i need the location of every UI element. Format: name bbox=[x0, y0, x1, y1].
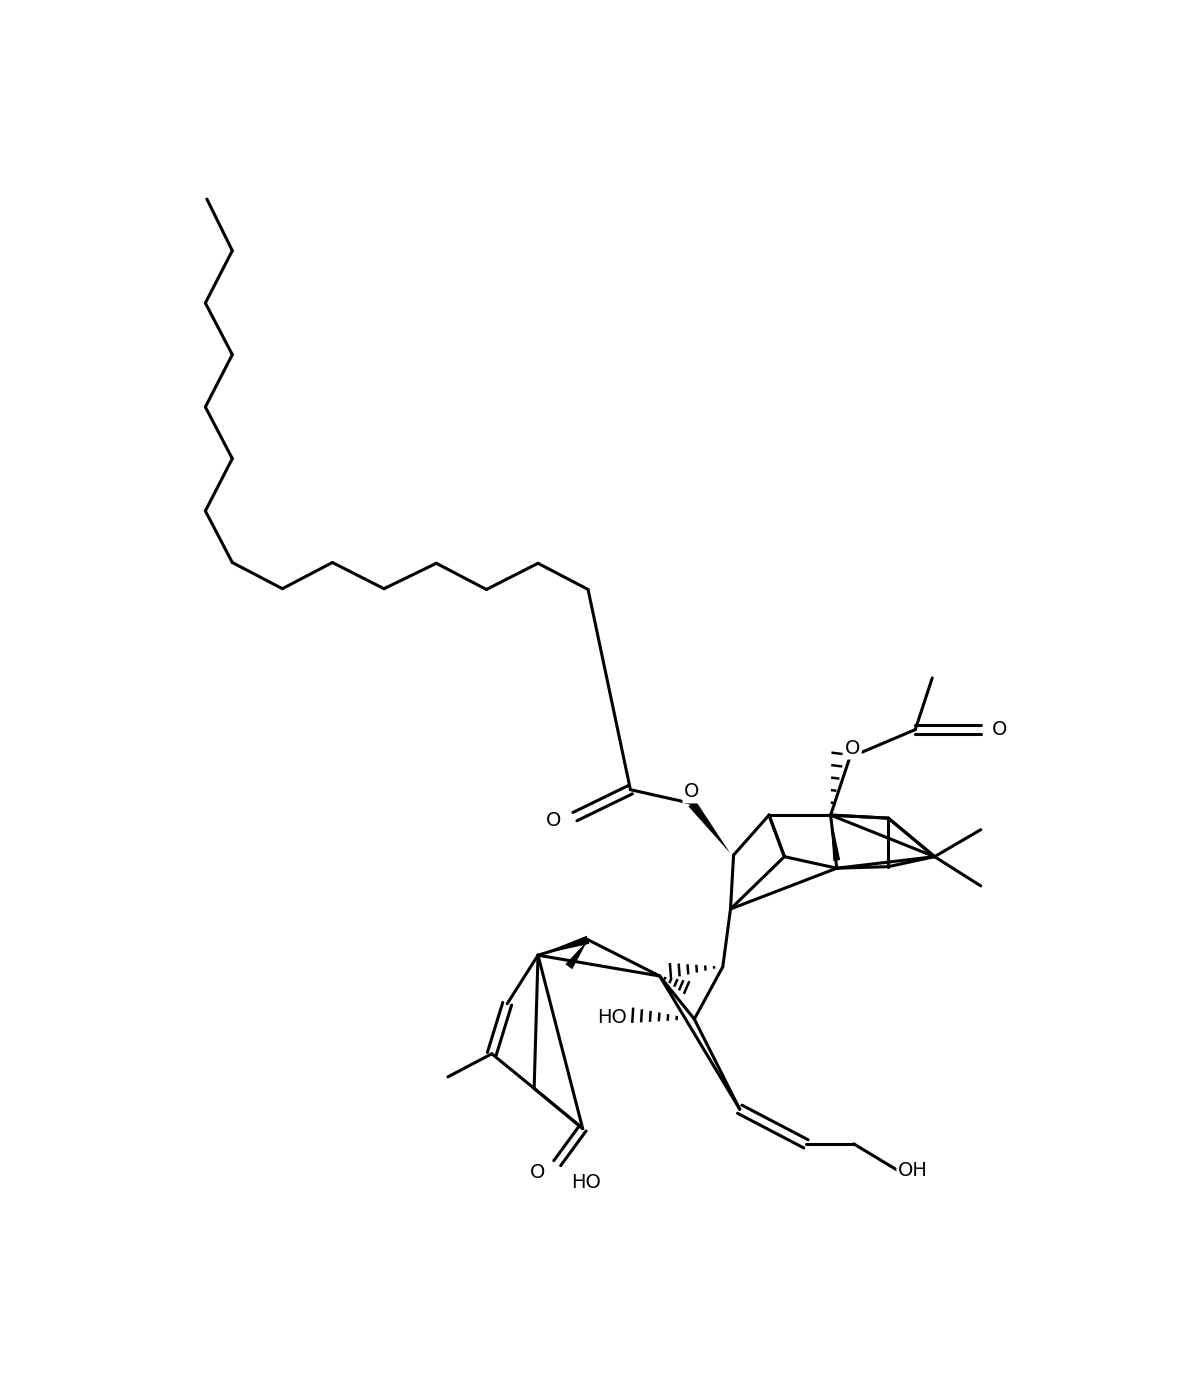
Polygon shape bbox=[830, 815, 840, 862]
Text: HO: HO bbox=[571, 1173, 601, 1192]
Text: O: O bbox=[546, 810, 562, 830]
Text: OH: OH bbox=[899, 1162, 929, 1180]
Text: O: O bbox=[992, 721, 1008, 739]
Polygon shape bbox=[565, 940, 588, 969]
Text: O: O bbox=[845, 739, 860, 758]
Text: O: O bbox=[684, 783, 700, 802]
Text: O: O bbox=[530, 1163, 546, 1182]
Polygon shape bbox=[538, 936, 589, 956]
Polygon shape bbox=[689, 801, 731, 853]
Text: HO: HO bbox=[596, 1008, 626, 1028]
